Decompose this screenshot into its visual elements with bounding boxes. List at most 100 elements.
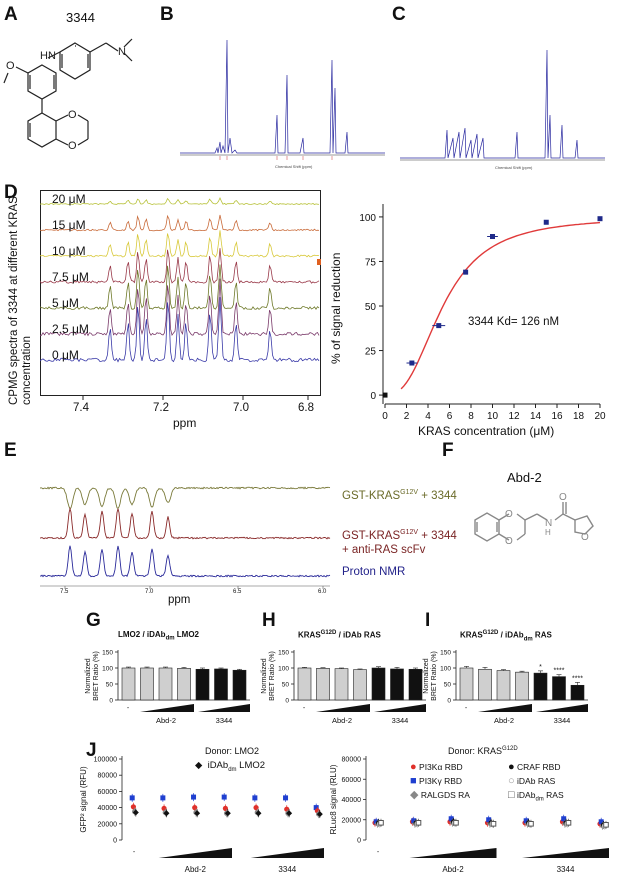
- e-xlabel: ppm: [168, 594, 191, 606]
- panel-label-b: B: [160, 4, 174, 25]
- e-tick-7-0: 7.0: [145, 589, 154, 595]
- binding-curve-chart: 0 2 4 6 8 10 12 14 16 18 20 0 25 50 75 100: [359, 204, 606, 422]
- dose-triangle: [198, 704, 250, 712]
- panel-label-a: A: [4, 4, 18, 25]
- bar: [158, 667, 173, 701]
- x-label-control: -: [127, 705, 130, 712]
- data-point: [463, 269, 469, 275]
- cpmg-trace: [40, 278, 320, 337]
- e-tick-6-5: 6.5: [233, 589, 242, 595]
- svg-text:H: H: [545, 528, 551, 537]
- bar: [297, 667, 312, 701]
- trace-label: 2.5 μM: [52, 322, 89, 336]
- dose-triangle: [522, 848, 609, 858]
- data-point: [222, 805, 228, 812]
- data-point: [283, 795, 289, 801]
- bar: [533, 672, 548, 701]
- y-tick-label: 60000: [98, 789, 118, 796]
- bar: [214, 668, 228, 701]
- y-tick-label: 150: [102, 650, 113, 657]
- svg-text:O: O: [505, 536, 513, 547]
- data-point: [160, 795, 166, 801]
- data-point: [453, 819, 459, 826]
- y-label-line1: Normalized: [261, 658, 268, 694]
- bar: [496, 670, 511, 701]
- y-tick-label: 50: [282, 682, 290, 689]
- data-point: [163, 810, 170, 817]
- h-title: KRASG12D / iDAb RAS: [298, 630, 381, 640]
- bar-chart-h: 150 100 50 0 Normalized BRET Ratio (%) - Abd-2 3…: [261, 650, 426, 725]
- x-tick-label: 4: [425, 411, 431, 422]
- bar: [232, 669, 247, 701]
- y-tick-label: 0: [370, 391, 376, 402]
- data-point: [436, 323, 442, 329]
- d-tick-7-0: 7.0: [233, 402, 249, 414]
- y-tick-label: 0: [285, 698, 289, 705]
- svg-text:N: N: [545, 518, 552, 529]
- e-label-proton: Proton NMR: [342, 566, 406, 578]
- svg-text:O: O: [581, 532, 589, 543]
- data-point: [194, 810, 201, 817]
- j-left-donor: Donor: LMO2: [205, 746, 260, 756]
- x-label-3344: 3344: [278, 865, 296, 874]
- y-tick-label: 100: [440, 666, 451, 673]
- compound-abd2-name: Abd-2: [507, 470, 542, 485]
- y-tick-label: 150: [278, 650, 289, 657]
- trace-label: 0 μM: [52, 348, 79, 362]
- svg-text:O: O: [68, 109, 77, 121]
- bar: [459, 667, 474, 701]
- data-point: [316, 811, 323, 818]
- panel-label-h: H: [262, 610, 276, 631]
- y-tick-label: 0: [357, 838, 361, 845]
- data-point: [486, 817, 492, 823]
- y-tick-label: 50: [106, 682, 114, 689]
- x-label-3344: 3344: [557, 865, 575, 874]
- x-label-control: -: [133, 849, 136, 856]
- data-point: [378, 819, 384, 826]
- x-tick-label: 12: [508, 411, 520, 422]
- cpmg-trace: [40, 214, 320, 232]
- std-trace: [40, 506, 331, 540]
- panel-label-i: I: [425, 610, 431, 631]
- e-tick-7-5: 7.5: [60, 589, 69, 595]
- significance-stars: ****: [554, 668, 565, 675]
- std-trace: [40, 486, 331, 511]
- binding-xlabel: KRAS concentration (μM): [418, 424, 555, 438]
- trace-label: 5 μM: [52, 296, 79, 310]
- legend-ralgds: ◆ RALGDS RA: [410, 789, 470, 801]
- data-point: [565, 819, 572, 826]
- y-tick-label: 0: [447, 698, 451, 705]
- x-label-control: -: [377, 849, 380, 856]
- panel-label-f: F: [442, 440, 454, 461]
- y-tick-label: 100: [102, 666, 113, 673]
- significance-stars: ****: [572, 675, 583, 682]
- y-tick-label: 100: [359, 213, 376, 224]
- data-point: [561, 816, 567, 822]
- svg-text:O: O: [505, 509, 513, 520]
- bar: [353, 669, 367, 701]
- data-point: [528, 821, 534, 827]
- bar: [390, 668, 404, 701]
- binding-ylabel: % of signal reduction: [329, 252, 343, 364]
- c-nmr-spectrum: Chemical Shift (ppm): [400, 49, 605, 170]
- d-nmr-ylabel: CPMG spectra of 3344 at different KRAS c…: [8, 196, 33, 405]
- x-tick-label: 6: [447, 411, 453, 422]
- panel-label-g: G: [86, 610, 101, 631]
- cpmg-trace: [40, 264, 320, 310]
- trace-marker: [317, 259, 321, 265]
- y-tick-label: 100000: [94, 757, 117, 764]
- dose-triangle: [140, 704, 194, 712]
- svg-text:Chemical Shift (ppm): Chemical Shift (ppm): [275, 164, 313, 169]
- fit-curve: [400, 221, 601, 390]
- y-tick-label: 150: [440, 650, 451, 657]
- y-label-line1: Normalized: [423, 658, 430, 694]
- data-point: [253, 805, 259, 811]
- x-label-3344: 3344: [216, 716, 233, 725]
- dose-triangle: [478, 704, 532, 712]
- legend-idab-dm-ras: □ iDAbdm RAS: [508, 789, 564, 803]
- e-label-gst-kras: GST-KRASG12V + 3344: [342, 489, 457, 502]
- data-point: [490, 234, 495, 240]
- e-tick-6-0: 6.0: [318, 589, 327, 595]
- x-tick-label: 16: [551, 411, 563, 422]
